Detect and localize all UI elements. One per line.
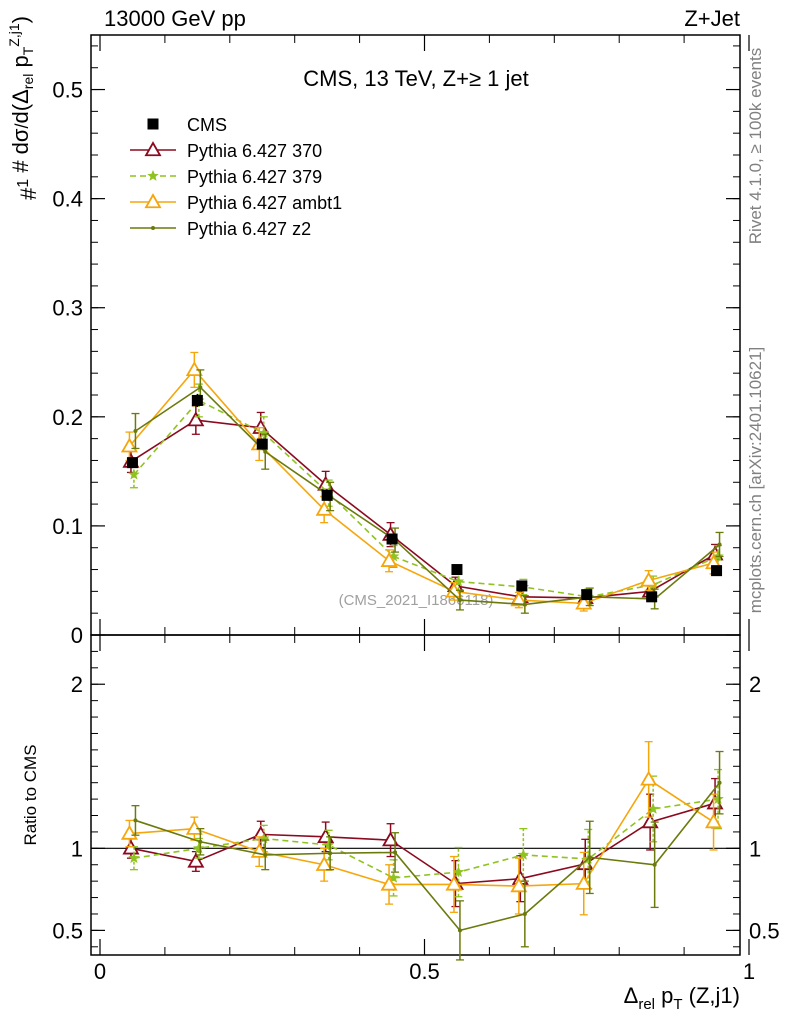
mcplots-label: mcplots.cern.ch [arXiv:2401.10621]	[746, 347, 765, 613]
series-line-ratio	[129, 778, 714, 887]
data-marker	[445, 875, 463, 891]
rivet-label: Rivet 4.1.0, ≥ 100k events	[746, 48, 765, 244]
y-tick-label-main: 0	[71, 623, 83, 648]
y-tick-label-main: 0.5	[52, 78, 83, 103]
chart-title: CMS, 13 TeV, Z+≥ 1 jet	[303, 66, 528, 91]
data-marker	[451, 564, 463, 576]
legend-entry-series: Pythia 6.427 379	[130, 167, 322, 187]
y-tick-label-ratio: 2	[71, 672, 83, 697]
series-line-main	[130, 419, 716, 599]
data-marker	[510, 591, 528, 607]
svg-text:#1 # dσ/d(Δrel pTZ,j1): #1 # dσ/d(Δrel pTZ,j1)	[6, 16, 41, 200]
data-marker	[256, 438, 268, 450]
series-line-ratio	[133, 798, 719, 879]
data-marker	[144, 193, 162, 209]
data-marker	[652, 862, 657, 867]
series-line-ratio	[135, 782, 721, 932]
x-tick-label: 0	[94, 959, 106, 984]
data-marker	[522, 602, 527, 607]
legend-entry-series: Pythia 6.427 370	[130, 141, 322, 161]
y-tick-label-main: 0.2	[52, 405, 83, 430]
legend-label: Pythia 6.427 370	[187, 141, 322, 161]
data-marker	[640, 571, 658, 587]
data-marker	[126, 457, 138, 469]
data-marker	[147, 169, 159, 181]
data-marker	[457, 598, 462, 603]
data-marker	[185, 819, 203, 835]
data-marker	[516, 580, 528, 592]
data-marker	[127, 468, 140, 480]
data-marker	[185, 361, 203, 377]
y-tick-label-main: 0.4	[52, 187, 83, 212]
y-tick-label-main: 0.1	[52, 514, 83, 539]
y-tick-label-ratio-right: 2	[749, 672, 761, 697]
data-marker	[522, 911, 527, 916]
ratio-panel-frame	[90, 634, 741, 956]
legend-label: Pythia 6.427 379	[187, 167, 322, 187]
y-tick-label-ratio-right: 0.5	[749, 918, 780, 943]
data-marker	[263, 449, 268, 454]
data-marker	[192, 842, 205, 854]
series-line-ratio	[130, 802, 716, 885]
y-axis-label-main: #1 # dσ/d(Δrel pTZ,j1)	[6, 16, 41, 200]
legend-entry-cms: CMS	[147, 115, 227, 135]
data-marker	[646, 591, 658, 603]
legend-label-cms: CMS	[187, 115, 227, 135]
data-marker	[187, 852, 205, 868]
data-marker	[711, 565, 723, 577]
y-tick-label-ratio: 1	[71, 836, 83, 861]
legend-entry-series: Pythia 6.427 ambt1	[130, 193, 342, 213]
series-line-main	[135, 386, 721, 606]
data-marker	[315, 855, 333, 871]
x-axis-label: Δrel pT (Z,j1)	[624, 983, 740, 1013]
y-axis-label-ratio: Ratio to CMS	[21, 744, 40, 845]
data-marker	[151, 226, 155, 230]
data-marker	[128, 851, 140, 864]
data-marker	[122, 839, 140, 855]
data-marker	[704, 813, 723, 829]
data-marker	[198, 385, 203, 390]
data-marker	[198, 839, 203, 844]
series-line-main	[133, 399, 719, 598]
legend-label: Pythia 6.427 ambt1	[187, 193, 342, 213]
y-tick-label-ratio: 0.5	[52, 918, 83, 943]
series-line-main	[128, 368, 714, 605]
data-marker	[575, 874, 593, 890]
data-marker	[321, 489, 333, 501]
data-marker	[328, 851, 333, 856]
data-marker	[315, 500, 333, 516]
data-marker	[133, 818, 138, 823]
data-marker	[587, 855, 592, 860]
data-marker	[381, 831, 400, 847]
data-marker	[133, 429, 138, 433]
data-marker	[717, 542, 722, 547]
data-marker	[380, 552, 398, 567]
data-marker	[263, 852, 268, 857]
data-marker	[640, 770, 658, 786]
data-marker	[717, 780, 722, 785]
header-right: Z+Jet	[684, 6, 740, 31]
data-marker	[386, 533, 398, 545]
legend-label: Pythia 6.427 z2	[187, 219, 311, 239]
svg-text:Δrel pT (Z,j1): Δrel pT (Z,j1)	[624, 983, 740, 1013]
data-marker	[510, 877, 528, 893]
legend-entry-series: Pythia 6.427 z2	[130, 219, 311, 239]
data-marker	[187, 411, 205, 427]
data-marker	[452, 575, 465, 587]
data-marker	[457, 928, 462, 933]
y-tick-label-ratio-right: 1	[749, 836, 761, 861]
data-marker	[322, 838, 335, 851]
data-marker	[380, 875, 398, 891]
x-tick-label: 0.5	[409, 959, 440, 984]
x-tick-label: 1	[743, 959, 755, 984]
data-marker	[144, 141, 162, 157]
data-marker	[517, 848, 530, 860]
data-marker	[393, 850, 398, 855]
data-marker	[581, 589, 593, 601]
data-marker	[191, 394, 203, 406]
header-left: 13000 GeV pp	[104, 6, 246, 31]
y-tick-label-main: 0.3	[52, 296, 83, 321]
data-marker	[147, 118, 159, 130]
